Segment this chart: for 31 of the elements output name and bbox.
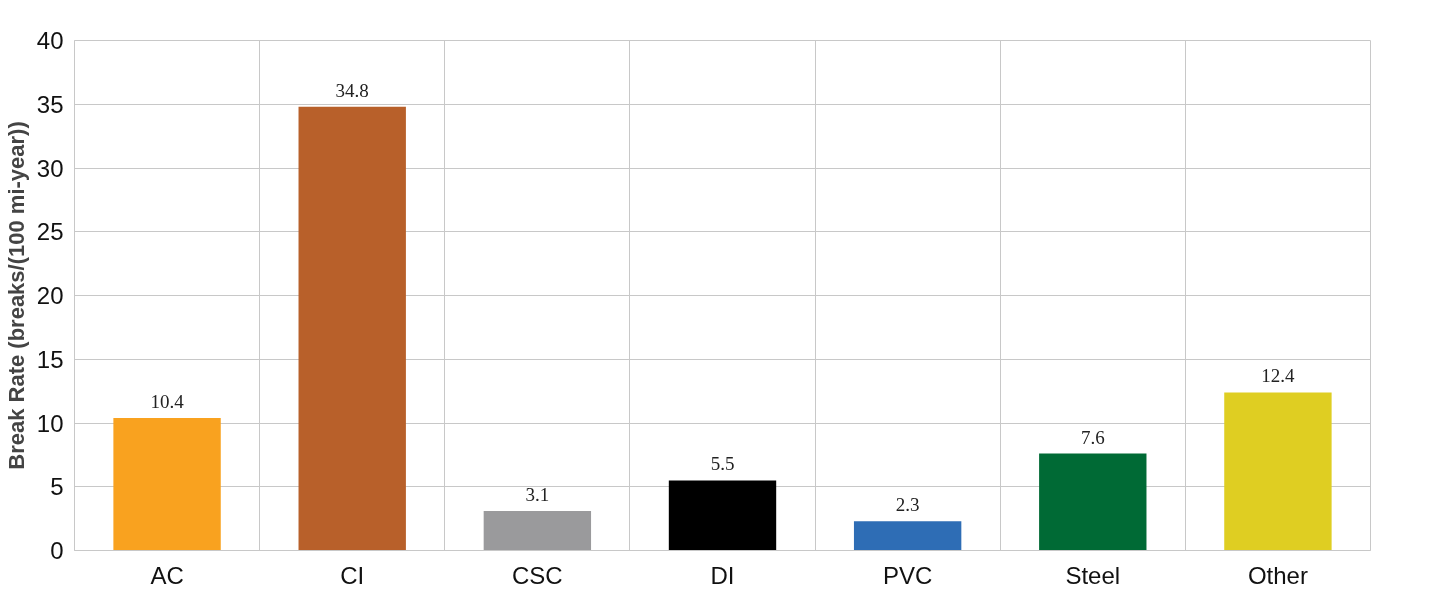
x-tick-label: PVC (882, 561, 933, 589)
y-tick-label: 15 (36, 345, 64, 373)
x-tick-label: Other (1247, 561, 1308, 589)
data-label: 5.5 (710, 453, 735, 475)
data-label: 34.8 (335, 79, 369, 101)
y-tick-label: 0 (50, 537, 64, 564)
bar (668, 480, 777, 551)
y-tick-label: 5 (50, 473, 64, 501)
bar (1224, 392, 1332, 551)
bar (113, 417, 221, 551)
data-label: 3.1 (525, 483, 550, 505)
x-tick-label: CSC (512, 561, 563, 589)
y-axis-title: Break Rate (breaks/(100 mi-year)) (3, 121, 29, 470)
y-tick-label: 10 (36, 409, 64, 437)
data-label: 10.4 (150, 390, 185, 412)
bar (853, 521, 962, 551)
y-tick-label: 30 (36, 154, 64, 182)
data-label: 2.3 (895, 494, 920, 516)
y-tick-label: 20 (36, 282, 64, 309)
data-label: 12.4 (1261, 365, 1296, 387)
y-tick-label: 35 (36, 90, 64, 118)
x-tick-label: DI (710, 561, 735, 589)
y-tick-label: 40 (36, 27, 64, 54)
bar (298, 106, 406, 551)
x-tick-label: AC (150, 561, 184, 589)
x-tick-label: Steel (1065, 561, 1121, 589)
x-tick-label: CI (340, 561, 365, 589)
data-label: 7.6 (1080, 426, 1105, 448)
bar (483, 510, 592, 551)
y-tick-label: 25 (36, 218, 64, 246)
bar (1039, 453, 1147, 551)
